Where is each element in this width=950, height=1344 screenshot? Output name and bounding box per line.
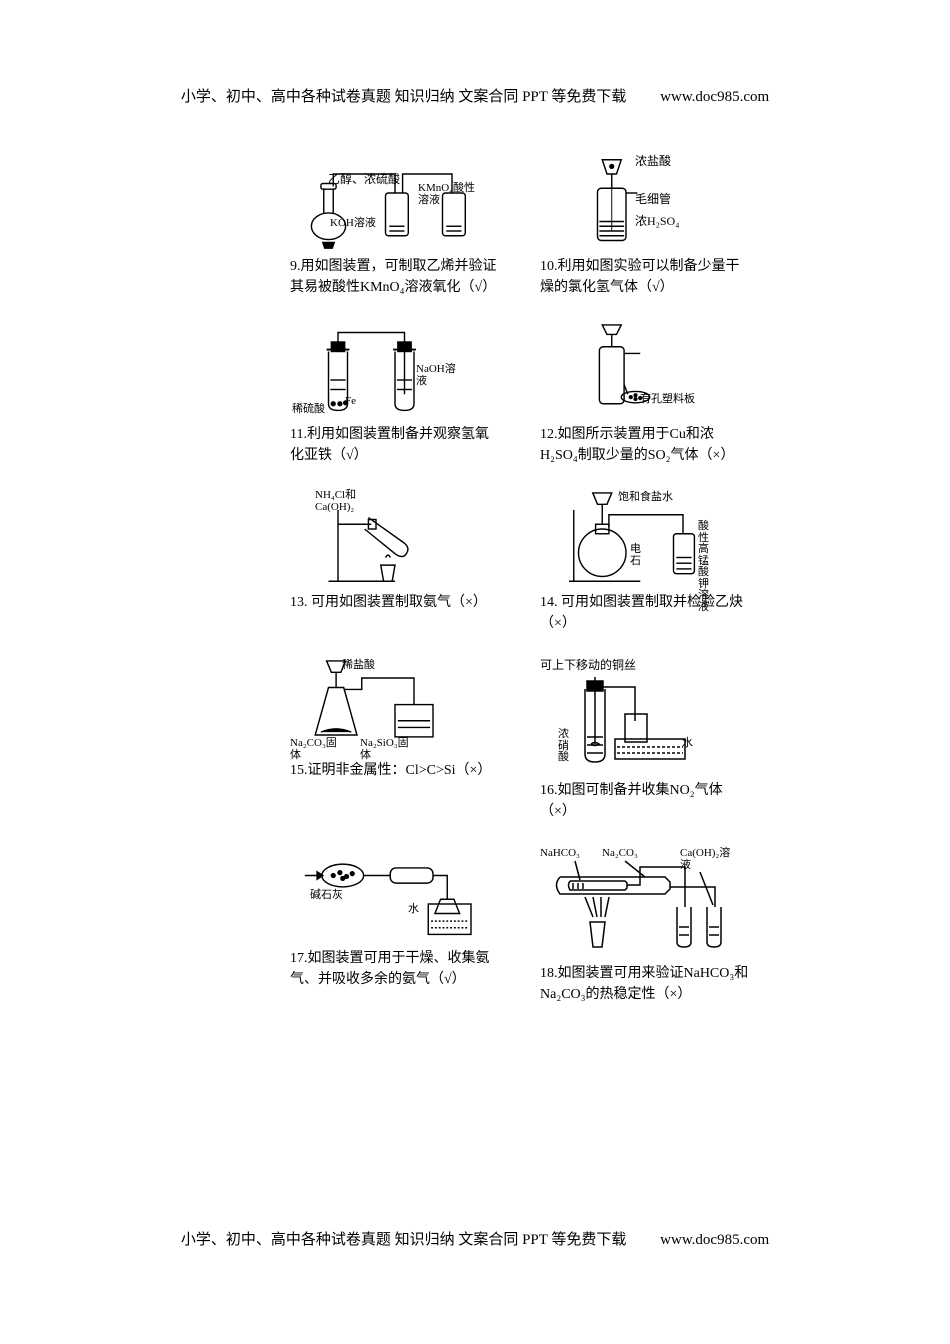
label-15c: Na₂SiO₃固体 — [360, 737, 415, 761]
page-footer: 小学、初中、高中各种试卷真题 知识归纳 文案合同 PPT 等免费下载 www.d… — [0, 1228, 950, 1249]
diagram-13: NH₄Cl和Ca(OH)₂ — [290, 491, 500, 586]
diagram-9: 乙醇、浓硫酸 KOH溶液 KMnO₄酸性溶液 — [290, 155, 500, 250]
diagram-16: 可上下移动的铜丝 — [540, 659, 750, 774]
label-10b: 毛细管 — [635, 193, 671, 206]
item-12: 有孔塑料板 12.如图所示装置用于Cu和浓H₂SO₄制取少量的SO₂气体（×） — [540, 323, 750, 466]
diagram-17: 碱石灰 水 — [290, 847, 500, 942]
diagram-12: 有孔塑料板 — [540, 323, 750, 418]
label-9a: 乙醇、浓硫酸 — [328, 173, 400, 186]
label-15b: Na₂CO₃固体 — [290, 737, 345, 761]
label-10a: 浓盐酸 — [635, 155, 671, 168]
item-15: 稀盐酸 Na₂CO₃固体 Na₂SiO₃固体 15.证明非金属性：Cl>C>Si… — [290, 659, 500, 822]
label-12a: 有孔塑料板 — [640, 393, 695, 405]
label-16a: 可上下移动的铜丝 — [540, 659, 636, 672]
caption-14: 14. 可用如图装置制取并检验乙炔（×） — [540, 592, 750, 634]
caption-10: 10.利用如图实验可以制备少量干燥的氯化氢气体（√） — [540, 256, 750, 298]
diagram-15: 稀盐酸 Na₂CO₃固体 Na₂SiO₃固体 — [290, 659, 500, 754]
label-18b: Na₂CO₃ — [602, 847, 638, 859]
label-9b: KOH溶液 — [330, 217, 376, 229]
footer-text: 小学、初中、高中各种试卷真题 知识归纳 文案合同 PPT 等免费下载 — [181, 1232, 627, 1248]
item-13: NH₄Cl和Ca(OH)₂ 13. 可用如图装置制取氨气（×） — [290, 491, 500, 634]
header-url: www.doc985.com — [660, 89, 769, 105]
label-17b: 水 — [408, 903, 419, 915]
diagram-11: 稀硫酸 Fe NaOH溶液 — [290, 323, 500, 418]
caption-17: 17.如图装置可用于干燥、收集氨气、并吸收多余的氨气（√） — [290, 948, 500, 990]
label-10c: 浓H₂SO₄ — [635, 215, 679, 228]
footer-url: www.doc985.com — [660, 1232, 769, 1248]
label-16b: 浓硝酸 — [558, 729, 572, 764]
item-18: NaHCO₃ Na₂CO₃ Ca(OH)₂溶液 — [540, 847, 750, 1005]
page-header: 小学、初中、高中各种试卷真题 知识归纳 文案合同 PPT 等免费下载 www.d… — [0, 85, 950, 106]
label-13a: NH₄Cl和Ca(OH)₂ — [315, 489, 385, 513]
diagram-18: NaHCO₃ Na₂CO₃ Ca(OH)₂溶液 — [540, 847, 750, 957]
label-11a: 稀硫酸 — [292, 403, 325, 415]
caption-13: 13. 可用如图装置制取氨气（×） — [290, 592, 500, 613]
item-9: 乙醇、浓硫酸 KOH溶液 KMnO₄酸性溶液 9.用如图装置，可制取乙烯并验证其… — [290, 155, 500, 298]
label-9c: KMnO₄酸性溶液 — [418, 182, 478, 206]
diagram-14: 饱和食盐水 电石 酸性高锰酸钾溶液 — [540, 491, 750, 586]
item-17: 碱石灰 水 17.如图装置可用于干燥、收集氨气、并吸收多余的氨气（√） — [290, 847, 500, 1005]
label-11c: NaOH溶液 — [416, 363, 456, 387]
label-18c: Ca(OH)₂溶液 — [680, 847, 735, 871]
content-grid: 乙醇、浓硫酸 KOH溶液 KMnO₄酸性溶液 9.用如图装置，可制取乙烯并验证其… — [290, 155, 750, 1005]
diagram-10: 浓盐酸 毛细管 浓H₂SO₄ — [540, 155, 750, 250]
caption-16: 16.如图可制备并收集NO₂气体（×） — [540, 780, 750, 822]
caption-12: 12.如图所示装置用于Cu和浓H₂SO₄制取少量的SO₂气体（×） — [540, 424, 750, 466]
label-15a: 稀盐酸 — [342, 659, 375, 671]
caption-15: 15.证明非金属性：Cl>C>Si（×） — [290, 760, 500, 781]
item-10: 浓盐酸 毛细管 浓H₂SO₄ 10.利用如图实验可以制备少量干燥的氯化氢气体（√… — [540, 155, 750, 298]
item-16: 可上下移动的铜丝 — [540, 659, 750, 822]
header-text: 小学、初中、高中各种试卷真题 知识归纳 文案合同 PPT 等免费下载 — [181, 89, 627, 105]
label-11b: Fe — [345, 395, 356, 407]
label-14c: 酸性高锰酸钾溶液 — [698, 521, 712, 613]
item-11: 稀硫酸 Fe NaOH溶液 11.利用如图装置制备并观察氢氧化亚铁（√） — [290, 323, 500, 466]
caption-18: 18.如图装置可用来验证NaHCO₃和Na₂CO₃的热稳定性（×） — [540, 963, 750, 1005]
label-14a: 饱和食盐水 — [618, 491, 673, 503]
caption-9: 9.用如图装置，可制取乙烯并验证其易被酸性KMnO₄溶液氧化（√） — [290, 256, 500, 298]
label-18a: NaHCO₃ — [540, 847, 580, 859]
label-14b: 电石 — [630, 543, 644, 567]
label-16c: 水 — [682, 737, 693, 749]
label-17a: 碱石灰 — [310, 889, 343, 901]
caption-11: 11.利用如图装置制备并观察氢氧化亚铁（√） — [290, 424, 500, 466]
item-14: 饱和食盐水 电石 酸性高锰酸钾溶液 14. 可用如图装置制取并检验乙炔（×） — [540, 491, 750, 634]
